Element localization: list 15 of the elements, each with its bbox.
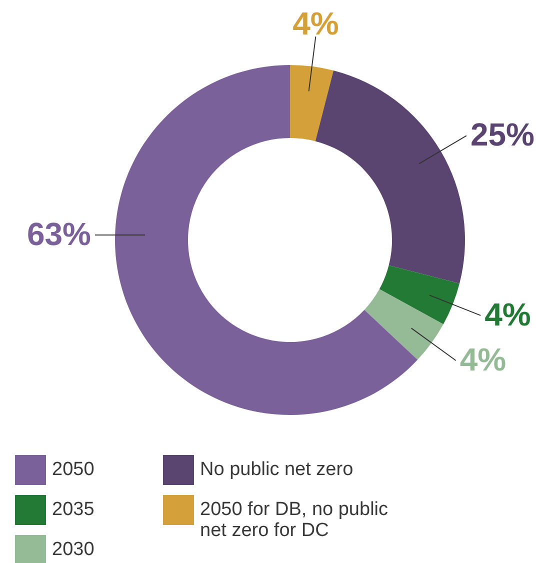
- legend-label: 2035: [52, 499, 94, 520]
- data-label: 4%: [484, 296, 531, 332]
- donut-slice: [315, 70, 465, 284]
- donut-slice: [115, 65, 418, 415]
- data-label: 63%: [26, 216, 91, 252]
- donut-slice: [290, 65, 334, 142]
- donut-slice: [364, 289, 444, 360]
- legend-label: 2050: [52, 459, 94, 480]
- data-label: 4%: [292, 6, 339, 42]
- legend-label: 2030: [52, 539, 94, 560]
- data-label: 4%: [460, 341, 506, 378]
- legend-label: 2050 for DB, no public net zero for DC: [200, 499, 388, 541]
- data-label: 25%: [470, 116, 534, 153]
- legend-label: No public net zero: [200, 459, 354, 480]
- donut-slice: [379, 265, 460, 324]
